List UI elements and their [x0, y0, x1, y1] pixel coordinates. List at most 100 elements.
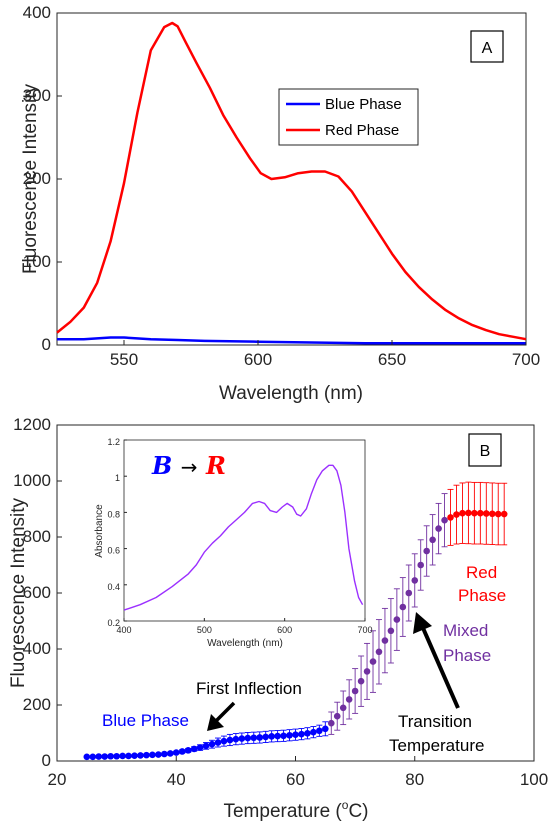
y-tick-label: 0 [42, 751, 51, 770]
blue-phase-point [184, 747, 192, 754]
mixed-phase-point [423, 547, 430, 555]
blue-phase-point [268, 733, 275, 740]
x-axis-label-degree: o [342, 798, 349, 812]
mixed-phase-point [417, 561, 425, 569]
first-inflection-arrow [207, 701, 236, 731]
blue-phase-point [101, 753, 108, 760]
inset-title-b: B [151, 451, 172, 480]
inset-marks [123, 464, 364, 611]
panel-b-x-ticks: 20 40 60 80 100 [48, 756, 548, 789]
blue-phase-point [89, 753, 97, 761]
blue-phase-point [190, 745, 198, 753]
annotation-temperature: Temperature [389, 736, 484, 755]
panel-a-x-axis-label: Wavelength (nm) [219, 383, 363, 404]
y-tick-label: 0 [42, 335, 51, 354]
inset-title: B → R [151, 451, 226, 480]
x-tick-label: 100 [520, 770, 548, 789]
blue-phase-point [83, 753, 91, 761]
transition-temperature-arrow [413, 612, 460, 709]
blue-phase-point [292, 731, 299, 738]
red-phase-point [453, 511, 460, 518]
blue-phase-point [256, 734, 264, 741]
blue-phase-point [310, 728, 317, 736]
panel-a-y-ticks: 0 100 200 300 400 [23, 3, 62, 354]
absorbance-line [123, 464, 364, 611]
x-tick-label: 700 [512, 350, 540, 369]
red-phase-point [459, 509, 466, 517]
mixed-phase-point [411, 577, 419, 584]
blue-phase-point [226, 736, 234, 744]
blue-phase-point [113, 752, 120, 760]
blue-phase-point [125, 752, 132, 760]
blue-phase-point [155, 751, 162, 758]
mixed-phase-point [333, 712, 341, 720]
red-phase-point [494, 510, 502, 518]
y-tick-label: 400 [23, 639, 51, 658]
x-tick-label: 400 [116, 625, 131, 635]
x-tick-label: 60 [286, 770, 305, 789]
mixed-phase-point [429, 536, 436, 544]
mixed-phase-point [339, 704, 347, 712]
x-tick-label: 600 [277, 625, 292, 635]
y-tick-label: 600 [23, 583, 51, 602]
blue-phase-point [107, 752, 114, 760]
blue-phase-point [286, 731, 293, 739]
red-phase-point [465, 509, 472, 517]
blue-phase-point [280, 732, 287, 740]
panel-a: 550 600 650 700 0 100 200 300 400 Wavelength (n… [20, 3, 540, 404]
x-tick-label: 20 [48, 770, 67, 789]
annotation-red: Red [466, 563, 497, 582]
panel-a-plot-area [56, 12, 527, 346]
annotation-first-inflection: First Inflection [196, 679, 302, 698]
red-phase-point [488, 510, 496, 518]
annotation-red-phase: Phase [458, 586, 506, 605]
y-tick-label: 0.4 [107, 582, 120, 592]
inset-y-axis-label: Absorbance [94, 504, 105, 558]
annotation-mixed: Mixed [443, 621, 488, 640]
mixed-phase-point [363, 668, 371, 675]
inset-plot-area [123, 439, 366, 622]
y-tick-label: 200 [23, 169, 51, 188]
panel-a-legend: Blue Phase Red Phase [278, 88, 419, 146]
red-phase-line [56, 21, 527, 341]
x-tick-label: 500 [197, 625, 212, 635]
x-axis-label-main: Temperature ( [223, 801, 342, 822]
panel-b: 20 40 60 80 100 0 200 400 600 800 1000 1200 Temper… [8, 415, 548, 822]
panel-a-y-axis-label: Fluorescence Intensity [20, 83, 41, 274]
y-tick-label: 0.2 [107, 618, 120, 628]
blue-phase-point [166, 750, 174, 757]
mixed-phase-point [393, 616, 401, 623]
blue-phase-point [244, 734, 252, 742]
y-tick-label: 100 [23, 252, 51, 271]
panel-a-x-ticks: 550 600 650 700 [110, 340, 540, 369]
legend-box [278, 88, 419, 146]
y-tick-label: 0.8 [107, 509, 120, 519]
inset-title-arrow: → [181, 455, 198, 479]
y-tick-label: 0.6 [107, 546, 120, 556]
panel-b-y-axis-label: Fluorescence Intensity [8, 497, 29, 688]
x-axis-label-end: C) [348, 801, 368, 822]
mixed-phase-point [435, 525, 442, 532]
blue-phase-point [172, 749, 180, 756]
blue-phase-point [274, 732, 281, 740]
mixed-phase-point [369, 658, 377, 665]
mixed-phase-point [351, 687, 359, 695]
red-phase-point [477, 509, 484, 517]
blue-phase-point [262, 733, 269, 741]
red-phase-point [483, 510, 490, 517]
inset-title-r: R [205, 451, 226, 480]
panel-b-marks [83, 481, 508, 761]
panel-a-marks [56, 21, 527, 345]
x-tick-label: 700 [357, 625, 372, 635]
panel-b-label: B [480, 443, 491, 460]
mixed-phase-point [441, 516, 448, 524]
blue-phase-point [119, 752, 126, 760]
x-tick-label: 600 [244, 350, 272, 369]
blue-phase-point [298, 730, 305, 738]
mixed-phase-point [387, 627, 395, 635]
y-tick-label: 1.2 [107, 437, 120, 447]
mixed-phase-point [399, 603, 407, 611]
mixed-phase-point [345, 696, 353, 703]
x-tick-label: 40 [167, 770, 186, 789]
